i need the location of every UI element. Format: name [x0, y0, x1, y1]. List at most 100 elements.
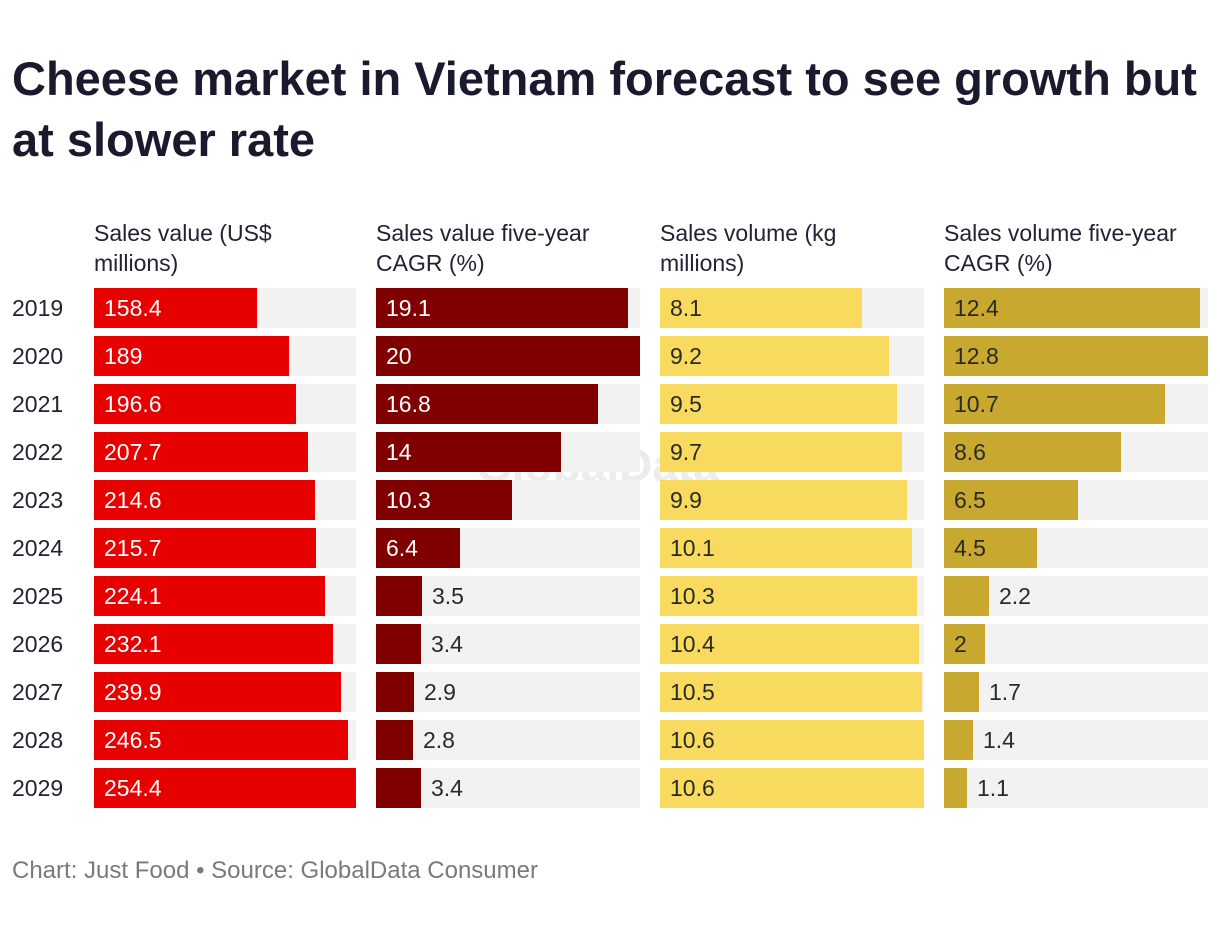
- data-label-s2-2022: 14: [386, 439, 412, 465]
- column-header-4: Sales volume five-year CAGR (%): [944, 220, 1177, 276]
- bar-s1-2026: [94, 624, 333, 664]
- bar-track: [376, 720, 640, 760]
- chart-footer: Chart: Just Food • Source: GlobalData Co…: [12, 857, 538, 884]
- data-label-s4-2024: 4.5: [954, 535, 986, 561]
- bar-s1-2024: [94, 528, 316, 568]
- data-label-s1-2023: 214.6: [104, 487, 162, 513]
- year-label-2021: 2021: [12, 391, 64, 417]
- bar-s4-2028: [944, 720, 973, 760]
- year-label-2020: 2020: [12, 343, 64, 369]
- column-header-2: Sales value five-year CAGR (%): [376, 220, 590, 276]
- data-label-s3-2020: 9.2: [670, 343, 702, 369]
- data-label-s2-2021: 16.8: [386, 391, 431, 417]
- data-label-s4-2019: 12.4: [954, 295, 999, 321]
- bar-s1-2025: [94, 576, 325, 616]
- bar-s1-2019: [94, 288, 257, 328]
- bar-s3-2028: [660, 720, 924, 760]
- data-label-s2-2024: 6.4: [386, 535, 418, 561]
- bar-s4-2029: [944, 768, 967, 808]
- data-label-s3-2025: 10.3: [670, 583, 715, 609]
- bar-track: [376, 672, 640, 712]
- bar-track: [944, 720, 1208, 760]
- data-label-s1-2022: 207.7: [104, 439, 162, 465]
- bar-s1-2021: [94, 384, 296, 424]
- bar-s4-2019: [944, 288, 1200, 328]
- data-label-s4-2023: 6.5: [954, 487, 986, 513]
- bar-s4-2026: [944, 624, 985, 664]
- bar-s3-2026: [660, 624, 919, 664]
- data-label-s1-2019: 158.4: [104, 295, 162, 321]
- year-label-2023: 2023: [12, 487, 64, 513]
- data-label-s1-2021: 196.6: [104, 391, 162, 417]
- data-label-s3-2029: 10.6: [670, 775, 715, 801]
- data-label-s1-2028: 246.5: [104, 727, 162, 753]
- year-label-2024: 2024: [12, 535, 64, 561]
- bar-track: [944, 624, 1208, 664]
- bar-s2-2023: [376, 480, 512, 520]
- data-label-s3-2028: 10.6: [670, 727, 715, 753]
- year-label-2027: 2027: [12, 679, 64, 705]
- data-label-s3-2024: 10.1: [670, 535, 715, 561]
- data-label-s2-2025: 3.5: [432, 583, 464, 609]
- bar-s2-2019: [376, 288, 628, 328]
- bar-s3-2022: [660, 432, 902, 472]
- bar-s4-2027: [944, 672, 979, 712]
- bar-s3-2024: [660, 528, 912, 568]
- chart-title: Cheese market in Vietnam forecast to see…: [12, 52, 1197, 166]
- data-label-s1-2024: 215.7: [104, 535, 162, 561]
- data-label-s2-2029: 3.4: [431, 775, 463, 801]
- data-label-s2-2028: 2.8: [423, 727, 455, 753]
- bar-s2-2024: [376, 528, 460, 568]
- bar-s3-2021: [660, 384, 897, 424]
- bar-track: [944, 768, 1208, 808]
- bar-s1-2029: [94, 768, 356, 808]
- data-label-s2-2023: 10.3: [386, 487, 431, 513]
- data-label-s4-2027: 1.7: [989, 679, 1021, 705]
- bar-s2-2022: [376, 432, 561, 472]
- bar-s3-2025: [660, 576, 917, 616]
- bar-s2-2028: [376, 720, 413, 760]
- data-label-s1-2027: 239.9: [104, 679, 162, 705]
- data-label-s3-2027: 10.5: [670, 679, 715, 705]
- bar-s3-2027: [660, 672, 922, 712]
- data-label-s3-2026: 10.4: [670, 631, 715, 657]
- bar-s1-2023: [94, 480, 315, 520]
- bar-s3-2019: [660, 288, 862, 328]
- bar-s1-2028: [94, 720, 348, 760]
- data-label-s3-2022: 9.7: [670, 439, 702, 465]
- bar-s2-2029: [376, 768, 421, 808]
- data-label-s1-2029: 254.4: [104, 775, 162, 801]
- year-label-2028: 2028: [12, 727, 64, 753]
- bar-s1-2027: [94, 672, 341, 712]
- bar-s2-2021: [376, 384, 598, 424]
- bar-s4-2024: [944, 528, 1037, 568]
- bar-s4-2025: [944, 576, 989, 616]
- bar-s4-2023: [944, 480, 1078, 520]
- data-label-s1-2020: 189: [104, 343, 142, 369]
- bar-s2-2027: [376, 672, 414, 712]
- data-label-s4-2025: 2.2: [999, 583, 1031, 609]
- bar-s4-2022: [944, 432, 1121, 472]
- bar-s4-2020: [944, 336, 1208, 376]
- bar-s3-2029: [660, 768, 924, 808]
- bar-s2-2020: [376, 336, 640, 376]
- data-label-s2-2019: 19.1: [386, 295, 431, 321]
- year-label-2026: 2026: [12, 631, 64, 657]
- data-label-s2-2026: 3.4: [431, 631, 463, 657]
- year-label-2025: 2025: [12, 583, 64, 609]
- data-label-s2-2020: 20: [386, 343, 412, 369]
- bar-s1-2020: [94, 336, 289, 376]
- year-label-2019: 2019: [12, 295, 64, 321]
- data-label-s4-2021: 10.7: [954, 391, 999, 417]
- data-label-s2-2027: 2.9: [424, 679, 456, 705]
- bar-s3-2020: [660, 336, 889, 376]
- year-label-2022: 2022: [12, 439, 64, 465]
- year-label-2029: 2029: [12, 775, 64, 801]
- data-label-s1-2026: 232.1: [104, 631, 162, 657]
- bar-s3-2023: [660, 480, 907, 520]
- bar-s2-2026: [376, 624, 421, 664]
- data-label-s4-2020: 12.8: [954, 343, 999, 369]
- data-label-s4-2029: 1.1: [977, 775, 1009, 801]
- data-label-s3-2019: 8.1: [670, 295, 702, 321]
